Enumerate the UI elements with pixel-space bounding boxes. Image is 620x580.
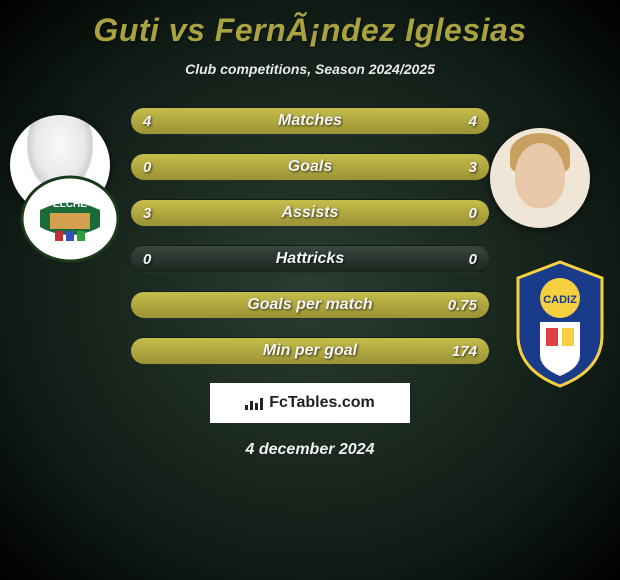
page-title: Guti vs FernÃ¡ndez Iglesias [0, 0, 620, 49]
subtitle: Club competitions, Season 2024/2025 [0, 61, 620, 77]
stat-label: Goals per match [131, 292, 489, 318]
branding-text: FcTables.com [269, 394, 375, 412]
stats-area: 4 Matches 4 0 Goals 3 3 Assists 0 0 Hatt… [0, 107, 620, 365]
stat-row-mpg: Min per goal 174 [130, 337, 490, 365]
stat-label: Assists [131, 200, 489, 226]
value-right: 174 [452, 338, 477, 364]
value-right: 3 [469, 154, 477, 180]
date-text: 4 december 2024 [0, 441, 620, 459]
stat-label: Goals [131, 154, 489, 180]
stat-row-assists: 3 Assists 0 [130, 199, 490, 227]
value-right: 4 [469, 108, 477, 134]
value-right: 0 [469, 200, 477, 226]
stat-row-matches: 4 Matches 4 [130, 107, 490, 135]
stat-row-hattricks: 0 Hattricks 0 [130, 245, 490, 273]
stat-label: Min per goal [131, 338, 489, 364]
chart-icon [245, 396, 263, 410]
stat-label: Hattricks [131, 246, 489, 272]
stat-row-gpm: Goals per match 0.75 [130, 291, 490, 319]
branding-badge: FcTables.com [210, 383, 410, 423]
value-right: 0.75 [448, 292, 477, 318]
value-right: 0 [469, 246, 477, 272]
stat-row-goals: 0 Goals 3 [130, 153, 490, 181]
stat-label: Matches [131, 108, 489, 134]
